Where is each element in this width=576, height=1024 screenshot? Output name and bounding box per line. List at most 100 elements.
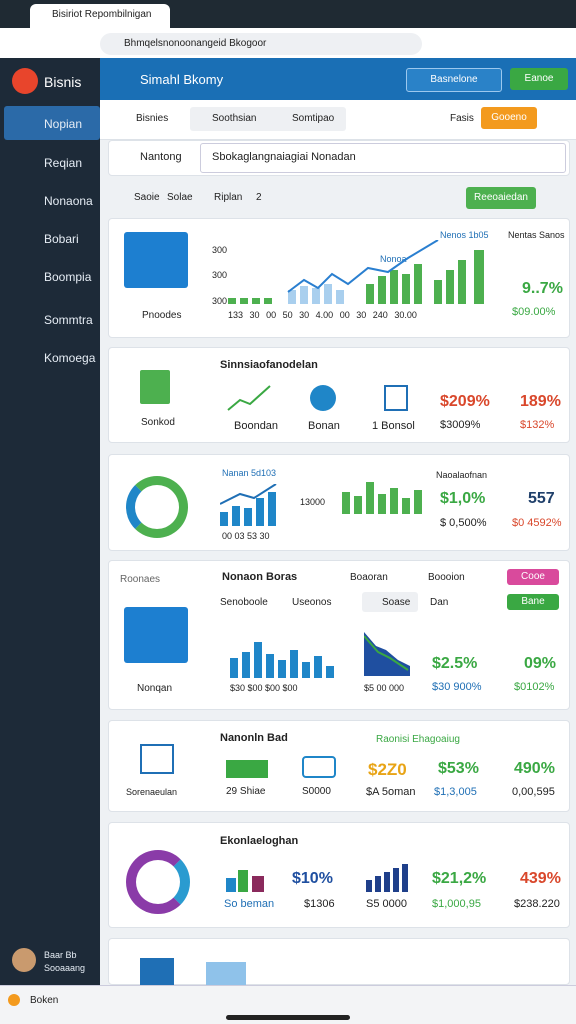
tab-title: Bisiriot Repombilnigan [52,9,152,20]
item: 1 Bonsol [372,420,415,432]
kpi-sub: $ 0,500% [440,517,487,529]
x-label: 30.00 [394,310,417,320]
chart-label: Nenos 1b05 [440,230,489,240]
kpi-sub: $0 4592% [512,517,562,529]
badge[interactable]: Bane [507,594,559,610]
y-tick-label: 300 [212,296,228,306]
toolbar-tab[interactable]: Soothsian [212,113,257,124]
x-label: 50 [282,310,293,320]
label: S0000 [302,786,331,797]
icon [124,607,188,663]
home-indicator [226,1015,350,1020]
mini-chart [366,864,408,892]
icon [124,232,188,288]
card [108,938,570,985]
kpi: $2.5% [432,655,478,672]
toolbar-tab-box [190,107,346,131]
footer-label: Boken [30,995,59,1006]
card-title: Nanonln Bad [220,732,288,744]
label: 29 Shiae [226,786,266,797]
card-title: Sinnsiaofanodelan [220,359,318,371]
mini-chart [342,482,422,514]
kpi-sub: $3009% [440,419,481,431]
url: Bhmqelsnonoonangeid Bkogoor [124,38,267,49]
kpi-sub: $238.220 [514,898,560,910]
kpi: $2Z0 [368,760,407,779]
kpi: $1,0% [440,490,486,507]
filter[interactable]: Saoie [134,192,160,203]
nav-item[interactable]: Nonaona [44,194,93,208]
tab[interactable]: Useonos [292,597,332,608]
donut [126,476,188,538]
x-labels: 00 03 53 30 [222,531,270,541]
kpi: 09% [524,655,557,672]
icon [140,744,174,774]
badge[interactable]: Cooe [507,569,559,585]
tab[interactable]: Senoboole [220,597,268,608]
kpi-sub: So beman [224,898,275,910]
card-side: Roonaes [120,574,161,585]
chart-note: Nentas Sanos [508,230,565,240]
kpi: $21,2% [432,870,487,887]
tab[interactable] [30,4,170,28]
filter[interactable]: 2 [256,192,262,203]
nav-item[interactable]: Reqian [44,156,83,170]
kpi: 439% [520,870,561,887]
card-name: Sorenaeulan [126,787,178,797]
mini-chart [364,632,410,676]
nav-active [4,106,100,140]
chart-label: Nonoa [380,254,407,264]
kpi-sub: $1306 [304,898,335,910]
kpi-sub: $0102% [514,681,555,693]
x-label: 30 [249,310,260,320]
icon [206,962,246,985]
toolbar-right: Fasis [450,113,474,124]
card-name: Nonqan [137,683,173,694]
card-title: Ekonlaeloghan [220,835,299,847]
search-box[interactable] [200,143,566,173]
spark-icon [227,385,271,411]
kpi: $10% [292,870,333,887]
card-name: Pnoodes [142,310,182,321]
nav-item[interactable]: Nopian [44,117,83,131]
card-title: Nonaon Boras [222,571,298,583]
icon [226,760,268,778]
card-note: Raonisi Ehagoaiug [376,734,460,745]
mini-chart [228,240,484,304]
link[interactable]: Boaoran [350,572,388,583]
chart-note: Naoalaofnan [436,470,488,480]
mini-chart [220,484,277,526]
nav-item[interactable]: Komoega [44,351,96,365]
kpi-sub: $1,000,95 [432,898,481,910]
x-label: 00 [339,310,350,320]
card-name: Sonkod [141,417,175,428]
toolbar-tab[interactable]: Bisnies [136,113,169,124]
nav-item[interactable]: Bobari [44,232,79,246]
search-label: Nantong [140,151,182,163]
tab[interactable]: Soase [382,597,411,608]
footer-icon [8,994,20,1006]
kpi-sub: $09.00% [512,306,556,318]
kpi-sub: $132% [520,419,555,431]
search-row [108,140,570,176]
tab[interactable]: Dan [430,597,449,608]
kpi: 557 [528,490,555,507]
nav-item[interactable]: Boompia [44,270,92,284]
x-label: 00 [266,310,277,320]
card [108,347,570,443]
kpi-sub: 0,00,595 [512,786,555,798]
header-button[interactable]: Basnelone [406,68,502,92]
filter[interactable]: Riplan [214,192,243,203]
x-labels: $5 00 000 [364,683,405,693]
filter[interactable]: Solae [167,192,193,203]
header-button[interactable]: Eanoe [510,68,568,90]
nav-item[interactable]: Sommtra [44,313,93,327]
logo-icon [12,68,38,94]
x-label: 30 [299,310,310,320]
toolbar-tab[interactable]: Somtipao [292,113,335,124]
toolbar-action[interactable]: Gooeno [481,107,537,129]
link[interactable]: Boooion [428,572,465,583]
filter-action[interactable]: Reeoaiedan [466,187,536,209]
url-box[interactable] [100,33,422,55]
